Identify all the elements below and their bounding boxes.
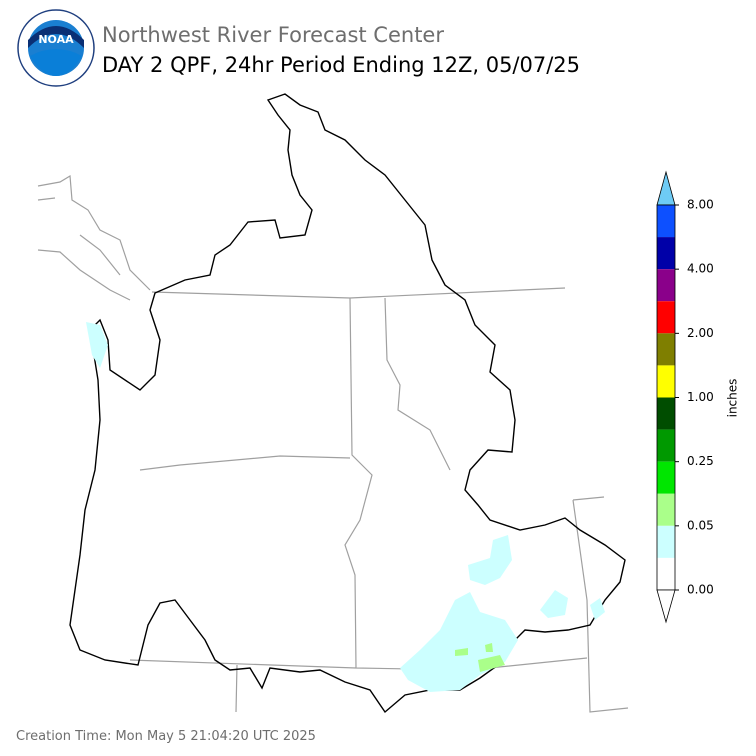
organization: Northwest River Forecast Center [102, 23, 444, 47]
colorbar-segment [657, 397, 675, 430]
precip-area [540, 590, 605, 620]
basin-boundary [69, 93, 626, 714]
colorbar: 8.00 4.00 2.00 1.00 0.25 0.05 0.00 [656, 170, 714, 624]
colorbar-tick-label: 1.00 [687, 390, 714, 404]
colorbar-tick-label: 8.00 [687, 198, 714, 212]
colorbar-bottom [656, 589, 676, 624]
colorbar-segment [657, 237, 675, 270]
state-lines [129, 287, 629, 713]
colorbar-segment [657, 205, 675, 238]
precip-area [468, 535, 512, 585]
logo-text: NOAA [38, 33, 74, 46]
precip-area [455, 643, 505, 672]
colorbar-tick-label: 4.00 [687, 262, 714, 276]
colorbar-tick-label: 0.05 [687, 518, 714, 532]
colorbar-segment [657, 525, 675, 558]
colorbar-segment [657, 365, 675, 398]
colorbar-segment [657, 301, 675, 334]
map [37, 93, 629, 714]
colorbar-segment [657, 269, 675, 302]
title: DAY 2 QPF, 24hr Period Ending 12Z, 05/07… [102, 53, 580, 77]
colorbar-tick-label: 0.25 [687, 454, 714, 468]
colorbar-segment [657, 333, 675, 366]
colorbar-label: inches [726, 379, 740, 418]
creation-time: Creation Time: Mon May 5 21:04:20 UTC 20… [16, 729, 316, 744]
colorbar-segment [657, 461, 675, 494]
colorbar-top [656, 170, 676, 206]
precip-area [400, 592, 518, 692]
colorbar-segment [657, 493, 675, 526]
colorbar-tick-label: 0.00 [687, 583, 714, 597]
colorbar-segment [657, 557, 675, 590]
colorbar-segment [657, 429, 675, 462]
precip-area [86, 322, 108, 368]
coastline-canada [37, 174, 151, 301]
noaa-logo: NOAA [17, 9, 95, 87]
colorbar-tick-label: 2.00 [687, 326, 714, 340]
